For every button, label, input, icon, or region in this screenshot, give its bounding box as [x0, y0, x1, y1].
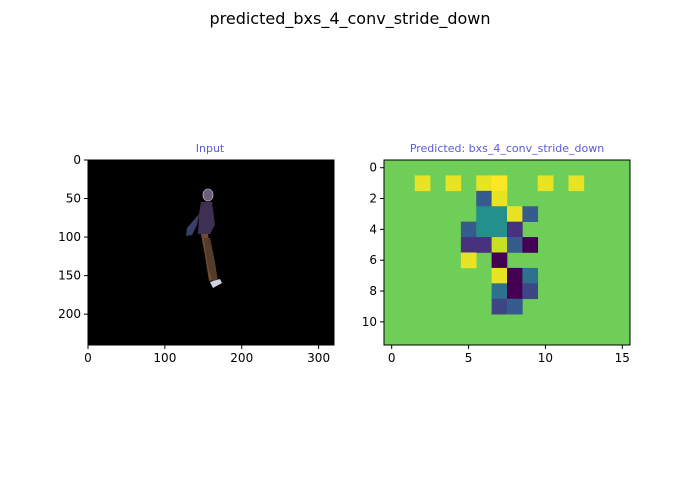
heatmap-cell: [522, 267, 539, 284]
heatmap-cell: [491, 175, 508, 192]
input-axes-frame: [87, 159, 335, 346]
heatmap-cell: [507, 206, 523, 222]
heatmap-cell: [460, 221, 477, 238]
heatmap-cell: [491, 283, 508, 300]
heatmap-cell: [476, 221, 492, 238]
input-xtick-label: 200: [230, 351, 253, 365]
heatmap-ytick-label: 8: [369, 284, 377, 298]
heatmap-cell: [491, 190, 508, 207]
figure-head: [202, 188, 214, 202]
input-ytick-label: 50: [66, 192, 81, 206]
heatmap-cell: [460, 237, 477, 253]
heatmap-xtick-label: 5: [465, 351, 473, 365]
heatmap-xtick-label: 0: [388, 351, 396, 365]
input-ytick-label: 100: [58, 230, 81, 244]
heatmap-cell: [522, 283, 539, 300]
figure-torso: [198, 202, 215, 234]
input-ytick-label: 0: [73, 153, 81, 167]
heatmap-cell: [460, 252, 477, 269]
input-ticks: 0 100 200 300 0 50 100 150 200: [58, 153, 330, 365]
heatmap-cell: [414, 175, 431, 192]
input-ytick-label: 200: [58, 307, 81, 321]
heatmap-ytick-label: 6: [369, 253, 377, 267]
heatmap-cell: [491, 206, 508, 222]
heatmap-cell: [491, 237, 508, 253]
figure-suptitle: predicted_bxs_4_conv_stride_down: [209, 9, 490, 29]
input-xtick-label: 300: [307, 351, 330, 365]
input-ytick-label: 150: [58, 269, 81, 283]
heatmap-cell: [537, 175, 554, 192]
heatmap-cell: [476, 175, 492, 192]
heatmap-cell: [507, 283, 523, 300]
heatmap-cell: [491, 267, 508, 284]
input-panel: Input 0 100 200 300 0 50 100 150 200: [58, 142, 335, 365]
heatmap-cells: [384, 160, 630, 345]
heatmap-cell: [491, 298, 508, 315]
heatmap-cell: [445, 175, 462, 192]
input-title: Input: [196, 142, 225, 155]
heatmap-cell: [568, 175, 585, 192]
heatmap-ytick-label: 4: [369, 222, 377, 236]
heatmap-xtick-label: 15: [615, 351, 630, 365]
heatmap-ytick-label: 10: [362, 315, 377, 329]
input-xtick-label: 0: [84, 351, 92, 365]
input-xtick-label: 100: [153, 351, 176, 365]
input-figure-silhouette: [186, 188, 222, 288]
heatmap-cell: [476, 190, 492, 207]
heatmap-cell: [507, 221, 523, 238]
heatmap-xtick-label: 10: [538, 351, 553, 365]
predicted-title: Predicted: bxs_4_conv_stride_down: [410, 142, 604, 155]
figure-shoe: [210, 279, 222, 288]
predicted-axes-frame: [383, 159, 631, 346]
figure-arm: [186, 214, 199, 236]
predicted-panel: Predicted: bxs_4_conv_stride_down 0 5 10 15…: [362, 142, 631, 365]
heatmap-cell: [507, 267, 523, 284]
heatmap-cell: [507, 237, 523, 253]
heatmap-cell: [491, 221, 508, 238]
heatmap-cell: [522, 237, 539, 253]
heatmap-cell: [507, 298, 523, 315]
figure-leg-back: [204, 238, 218, 283]
heatmap-ytick-label: 2: [369, 192, 377, 206]
heatmap-cell: [476, 237, 492, 253]
heatmap-cell: [522, 206, 539, 222]
heatmap-cell: [491, 252, 508, 269]
heatmap-ytick-label: 0: [369, 161, 377, 175]
heatmap-cell: [476, 206, 492, 222]
heatmap-ticks: 0 5 10 15 0 2 4 6 8 10: [362, 161, 630, 365]
